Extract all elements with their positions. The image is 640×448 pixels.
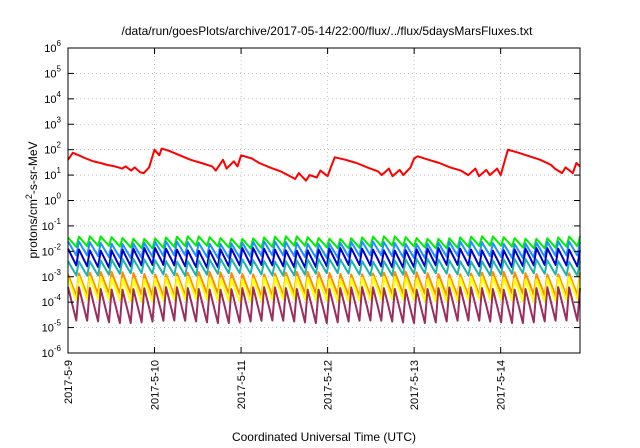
y-tick-label: 10-1: [42, 217, 62, 233]
y-tick-label-exponent: -2: [54, 242, 62, 251]
flux-series-line: [67, 275, 581, 303]
y-axis-title-units: -s-sr-MeV: [26, 141, 40, 194]
flux-series-line: [67, 247, 581, 269]
y-tick-label: 10-2: [42, 242, 62, 258]
y-axis-title-main: protons/cm: [26, 199, 40, 258]
y-tick-label-exponent: 0: [57, 192, 62, 201]
x-axis: 2017-5-9 2017-5-10 2017-5-11 2017-5-12 2017-…: [63, 48, 508, 410]
y-tick-label-exponent: -3: [54, 268, 62, 277]
y-tick-label-base: 10: [42, 297, 54, 309]
y-tick-label-exponent: -5: [54, 319, 62, 328]
y-tick-label-base: 10: [42, 323, 54, 335]
y-tick-label-exponent: 5: [57, 64, 62, 73]
y-tick-label-base: 10: [42, 246, 54, 258]
y-tick-label: 104: [44, 90, 61, 106]
y-tick-label-exponent: -6: [54, 344, 62, 353]
y-tick-label-base: 10: [42, 221, 54, 233]
y-tick-label: 10-3: [42, 268, 62, 284]
y-tick-label-base: 10: [44, 196, 56, 208]
y-tick-label: 10-5: [42, 319, 62, 335]
y-tick-label: 106: [44, 39, 61, 55]
x-tick-label: 2017-5-9: [63, 360, 75, 404]
y-tick-label-exponent: 3: [57, 115, 62, 124]
x-axis-title: Coordinated Universal Time (UTC): [232, 430, 416, 444]
y-tick-label-base: 10: [42, 348, 54, 360]
y-tick-label-exponent: 4: [57, 90, 62, 99]
y-tick-label-exponent: 1: [57, 166, 62, 175]
y-tick-label-base: 10: [42, 272, 54, 284]
y-tick-label-base: 10: [44, 94, 56, 106]
y-tick-label: 100: [44, 192, 61, 208]
y-tick-label-base: 10: [44, 145, 56, 157]
y-axis: 10-610-510-410-310-210-11001011021031041…: [42, 39, 580, 360]
x-tick-label: 2017-5-14: [496, 360, 508, 410]
y-tick-label-exponent: 6: [57, 39, 62, 48]
y-axis-title-superscript: 2: [24, 194, 34, 199]
series-layer: [67, 147, 581, 324]
y-tick-label-exponent: -1: [54, 217, 62, 226]
flux-series-line: [67, 147, 581, 182]
y-tick-label-base: 10: [44, 43, 56, 55]
y-tick-label-exponent: -4: [54, 293, 62, 302]
y-tick-label-base: 10: [44, 68, 56, 80]
x-tick-label: 2017-5-11: [236, 360, 248, 409]
y-tick-label: 10-6: [42, 344, 62, 360]
y-tick-label: 105: [44, 64, 61, 80]
y-tick-label-base: 10: [44, 170, 56, 182]
y-tick-label: 10-4: [42, 293, 62, 309]
chart-title: /data/run/goesPlots/archive/2017-05-14/2…: [122, 24, 534, 38]
y-tick-label: 101: [44, 166, 61, 182]
x-tick-label: 2017-5-12: [323, 360, 335, 410]
y-tick-label-exponent: 2: [57, 141, 62, 150]
flux-series-line: [67, 235, 581, 250]
y-axis-title: protons/cm2-s-sr-MeV: [24, 141, 40, 258]
flux-series-line: [67, 286, 581, 324]
y-tick-label-base: 10: [44, 119, 56, 131]
x-tick-label: 2017-5-10: [150, 360, 162, 410]
x-tick-label: 2017-5-13: [409, 360, 421, 410]
flux-series-line: [67, 257, 581, 277]
flux-series-line: [67, 240, 581, 259]
y-tick-label: 102: [44, 141, 61, 157]
y-tick-label: 103: [44, 115, 61, 131]
